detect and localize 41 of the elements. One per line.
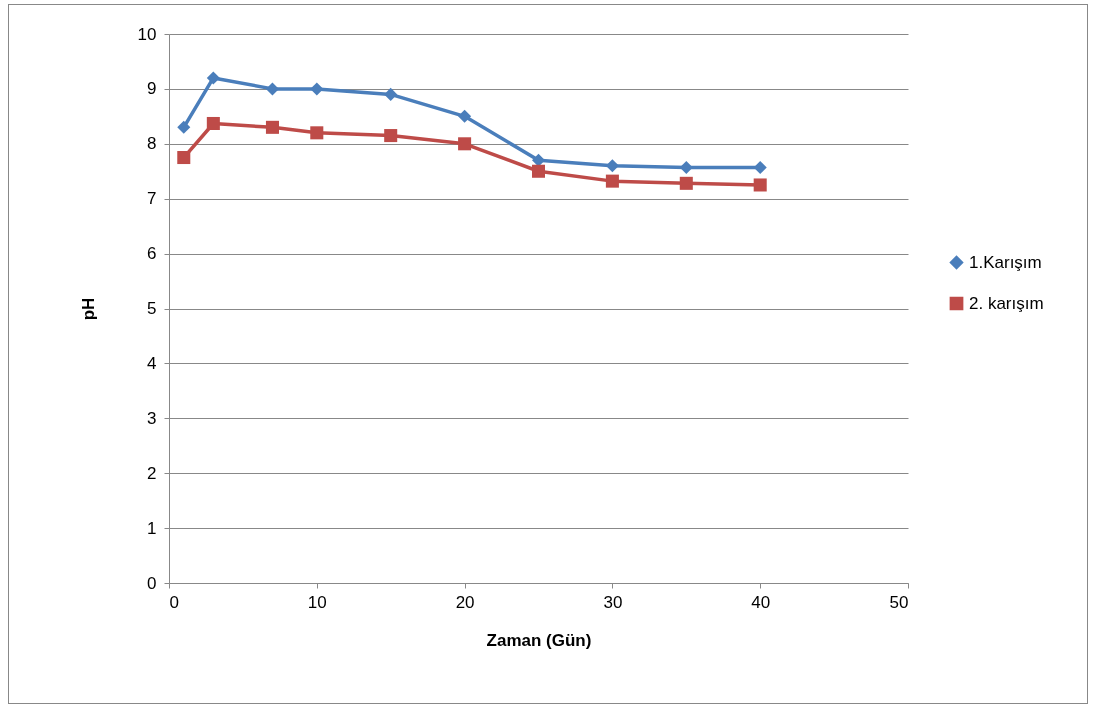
point: [458, 109, 472, 123]
y-tick-label: 7: [147, 189, 157, 209]
legend-label: 1.Karışım: [969, 252, 1042, 272]
point: [177, 151, 191, 165]
y-tick-label: 2: [147, 463, 157, 483]
y-axis-title: pH: [78, 297, 98, 321]
point: [310, 126, 324, 140]
point: [753, 160, 767, 174]
point: [265, 120, 279, 134]
point: [265, 82, 279, 96]
point: [679, 160, 693, 174]
point: [206, 71, 220, 85]
x-tick-label: 30: [603, 592, 623, 612]
x-tick-label: 20: [455, 592, 475, 612]
point: [384, 129, 398, 143]
y-tick-label: 10: [137, 24, 157, 44]
y-tick-label: 6: [147, 244, 157, 264]
x-axis-title: Zaman (Gün): [486, 630, 592, 650]
legend-label: 2. karışım: [969, 293, 1044, 313]
point: [679, 176, 693, 190]
point: [177, 120, 191, 134]
x-tick-label: 0: [169, 592, 179, 612]
point: [531, 164, 546, 178]
y-tick-label: 9: [147, 79, 157, 99]
y-tick-label: 3: [147, 408, 157, 428]
point: [384, 87, 398, 101]
point: [531, 153, 546, 167]
x-tick-label: 50: [889, 592, 909, 612]
point: [310, 82, 324, 96]
y-tick-label: 5: [147, 299, 157, 318]
x-tick-label: 40: [751, 592, 771, 612]
point: [753, 178, 767, 192]
point: [458, 137, 472, 151]
point: [605, 159, 619, 173]
y-tick-label: 8: [147, 134, 157, 154]
y-tick-label: 0: [147, 573, 157, 593]
y-tick-label: 4: [147, 353, 157, 373]
x-tick-label: 10: [307, 592, 327, 612]
point: [206, 116, 220, 131]
point: [605, 174, 619, 188]
y-tick-label: 1: [147, 518, 157, 538]
